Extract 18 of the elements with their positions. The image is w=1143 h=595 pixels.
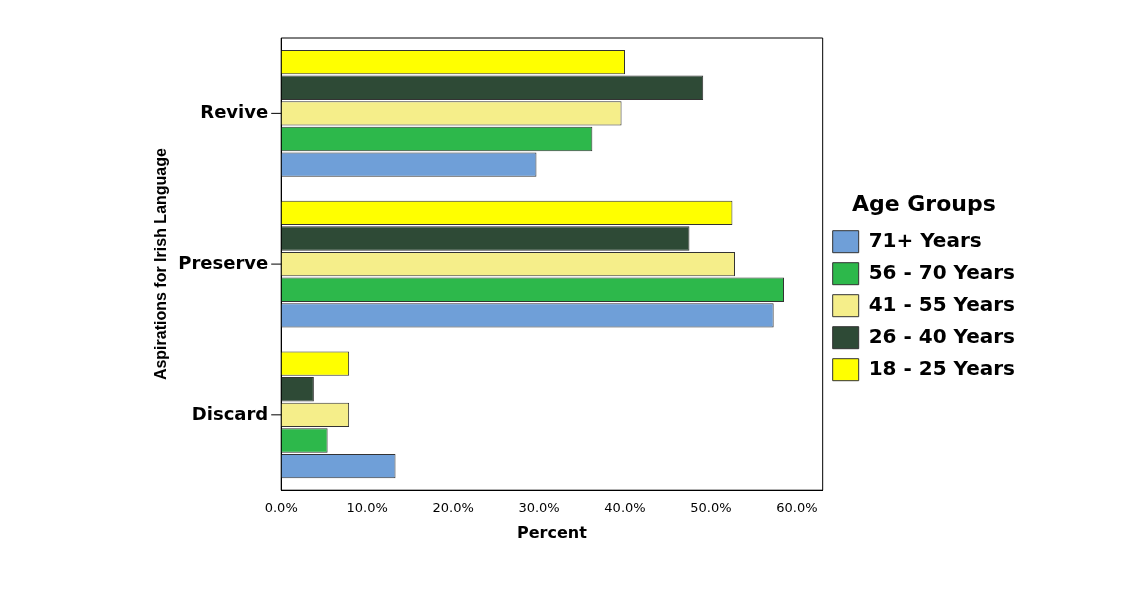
legend-label: 26 - 40 Years xyxy=(868,323,1015,348)
legend-label: 41 - 55 Years xyxy=(868,291,1015,316)
x-tick-label: 20.0% xyxy=(432,500,474,516)
x-tick-label: 40.0% xyxy=(604,500,646,516)
x-tick-label: 0.0% xyxy=(264,500,298,516)
y-tick-label: Discard xyxy=(191,402,269,424)
x-tick-label: 60.0% xyxy=(776,500,818,516)
legend-label: 18 - 25 Years xyxy=(868,355,1015,380)
legend-label: 56 - 70 Years xyxy=(868,259,1015,284)
legend-label: 71+ Years xyxy=(868,227,982,252)
legend-title: Age Groups xyxy=(851,191,996,217)
x-tick-label: 30.0% xyxy=(518,500,560,516)
y-tick-label: Revive xyxy=(200,101,269,123)
y-tick-label: Preserve xyxy=(178,251,269,273)
x-axis-title: Percent xyxy=(517,522,588,542)
y-axis-title: Aspirations for Irish Language xyxy=(152,147,170,381)
x-tick-label: 10.0% xyxy=(346,500,388,516)
x-tick-label: 50.0% xyxy=(690,500,732,516)
